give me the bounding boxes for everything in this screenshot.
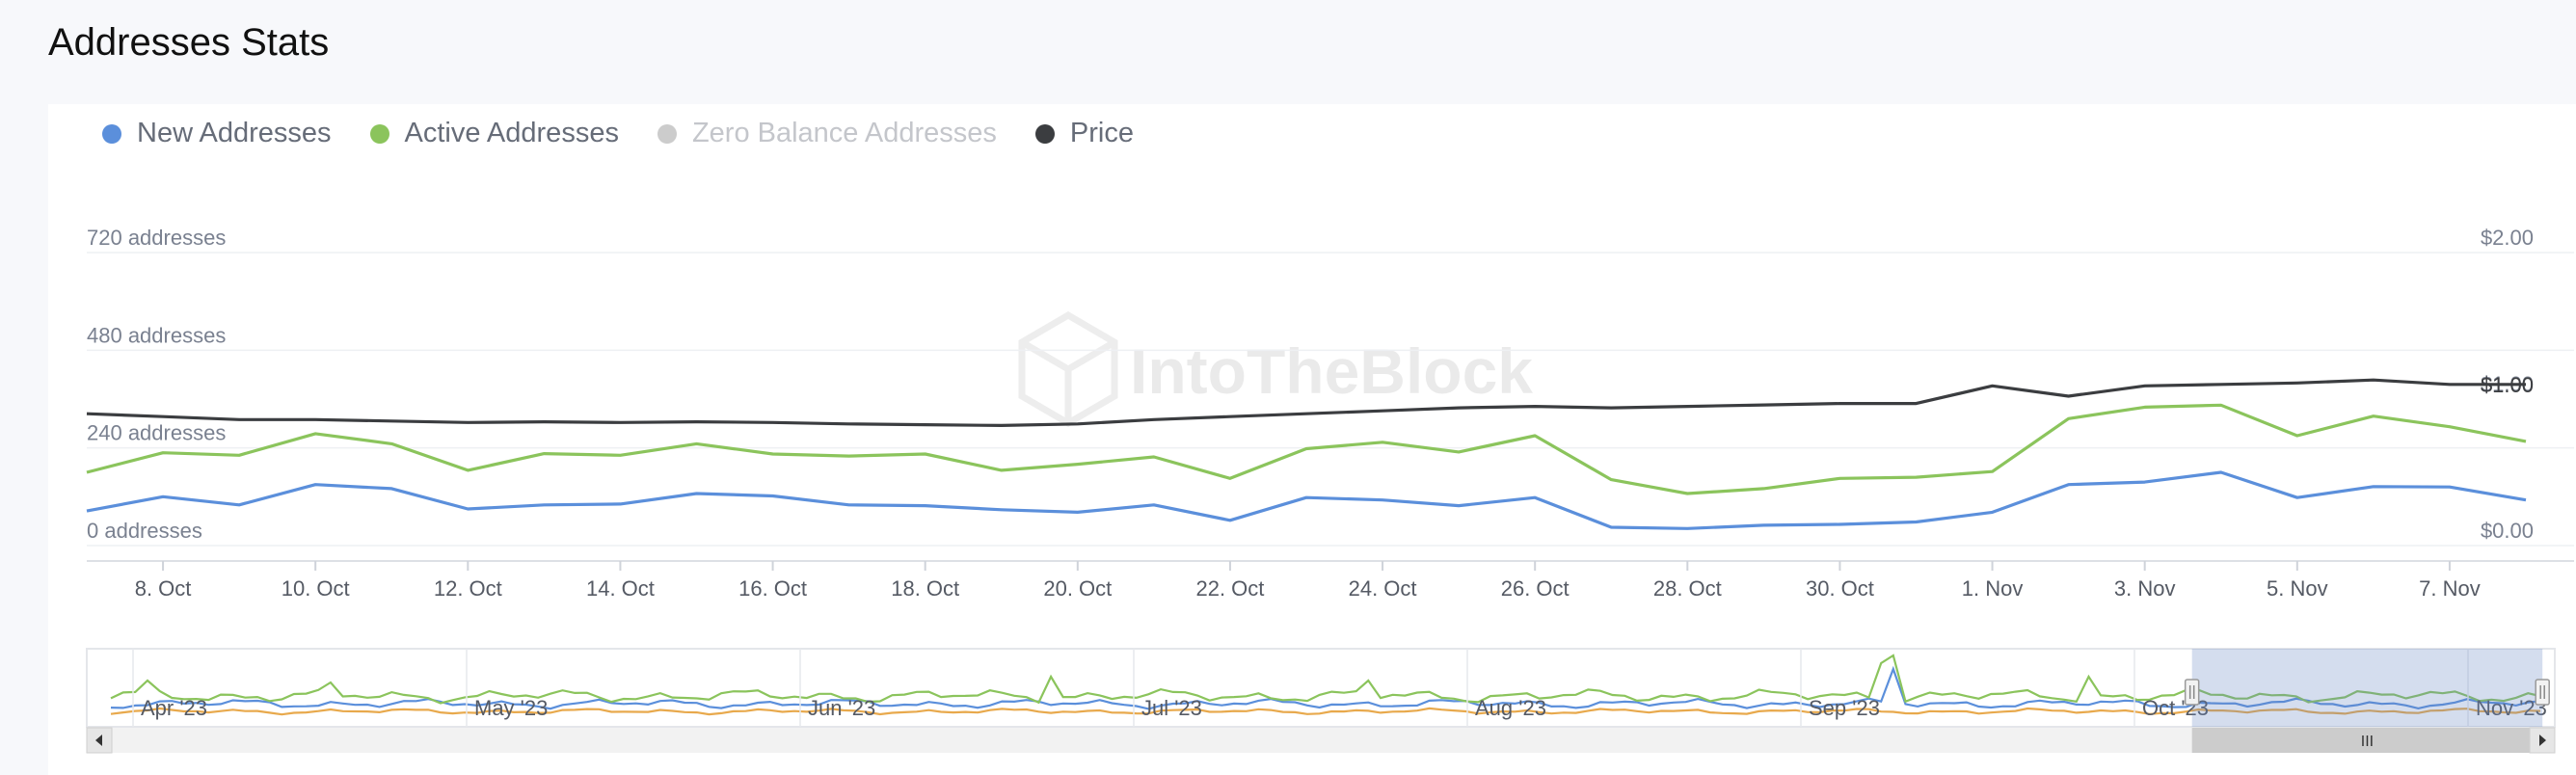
navigator-tick-label: Apr '23: [141, 696, 207, 720]
x-tick-label: 1. Nov: [1962, 576, 2024, 601]
legend-dot-icon: [1034, 123, 1055, 144]
navigator-series-line: [110, 707, 2541, 716]
legend-label: Price: [1069, 118, 1134, 148]
y-right-tick-label: $2.00: [2481, 226, 2534, 250]
legend-label: New Addresses: [137, 118, 332, 148]
legend-label: Zero Balance Addresses: [691, 118, 997, 148]
x-tick-label: 10. Oct: [282, 576, 350, 601]
legend-item-active-addresses[interactable]: Active Addresses: [369, 118, 619, 149]
series-lines: [86, 378, 2527, 530]
x-tick-label: 14. Oct: [586, 576, 655, 601]
left-axis-ticks: 0 addresses 240 addresses 480 addresses 720…: [87, 226, 226, 543]
legend-dot-icon: [657, 123, 677, 144]
x-axis-ticks: 8. Oct 10. Oct 12. Oct 14. Oct 16. Oct 18. Oc…: [135, 561, 2481, 601]
navigator-tick-label: May '23: [474, 696, 548, 720]
y-right-tick-label: $0.00: [2481, 519, 2534, 543]
scroll-left-arrow-icon: [95, 735, 102, 746]
addresses-chart: IntoTheBlock 0 addresses 240 addresses 480…: [86, 226, 2574, 754]
page-title: Addresses Stats: [48, 21, 330, 64]
navigator[interactable]: Apr '23 May '23 Jun '23 Jul '23 Aug '23 Sep '…: [86, 648, 2556, 728]
price-current-marker: $1.00: [2481, 373, 2534, 397]
y-left-tick-label: 720 addresses: [87, 226, 226, 250]
watermark-logo-icon: [1018, 310, 1118, 428]
x-tick-label: 22. Oct: [1195, 576, 1264, 601]
series-line-active-addresses: [86, 403, 2527, 495]
x-tick-label: 12. Oct: [434, 576, 502, 601]
y-left-tick-label: 240 addresses: [87, 421, 226, 445]
scrollbar-track: [87, 728, 2555, 753]
legend-item-zero-balance-addresses[interactable]: Zero Balance Addresses: [657, 118, 997, 149]
y-left-tick-label: 0 addresses: [87, 519, 202, 543]
x-tick-label: 30. Oct: [1806, 576, 1874, 601]
watermark-text: IntoTheBlock: [1130, 335, 1533, 407]
scroll-right-arrow-icon: [2539, 735, 2546, 746]
legend-label: Active Addresses: [404, 118, 619, 148]
navigator-handle-icon: [2535, 679, 2550, 706]
chart-legend: New Addresses Active Addresses Zero Bala…: [102, 118, 1172, 149]
price-current-label: $1.00: [2481, 373, 2534, 397]
navigator-tick-label: Jun '23: [808, 696, 875, 720]
navigator-tick-label: Jul '23: [1141, 696, 1202, 720]
x-tick-label: 7. Nov: [2419, 576, 2481, 601]
legend-dot-icon: [102, 123, 121, 144]
scrollbar-thumb-grip: III: [2361, 734, 2374, 750]
x-tick-label: 5. Nov: [2267, 576, 2328, 601]
x-tick-label: 3. Nov: [2114, 576, 2176, 601]
navigator-series-line: [110, 665, 2541, 710]
series-line-price: [86, 378, 2526, 427]
legend-item-price[interactable]: Price: [1034, 118, 1134, 149]
x-tick-label: 24. Oct: [1349, 576, 1417, 601]
series-line-new-addresses: [86, 470, 2527, 530]
x-tick-label: 28. Oct: [1653, 576, 1722, 601]
chart-card: New Addresses Active Addresses Zero Bala…: [48, 104, 2576, 775]
chart-grid: [87, 252, 2574, 562]
navigator-scrollbar[interactable]: III: [86, 727, 2556, 754]
x-tick-label: 20. Oct: [1043, 576, 1112, 601]
navigator-handle-icon: [2184, 679, 2200, 706]
legend-dot-icon: [369, 123, 389, 144]
x-tick-label: 26. Oct: [1501, 576, 1570, 601]
x-tick-label: 18. Oct: [891, 576, 959, 601]
x-tick-label: 8. Oct: [135, 576, 192, 601]
navigator-selection: [2191, 649, 2543, 727]
legend-item-new-addresses[interactable]: New Addresses: [102, 118, 332, 149]
navigator-series-line: [110, 654, 2541, 705]
x-tick-label: 16. Oct: [738, 576, 807, 601]
navigator-tick-label: Aug '23: [1475, 696, 1546, 720]
scrollbar-thumb: [2191, 728, 2543, 753]
y-left-tick-label: 480 addresses: [87, 323, 226, 347]
navigator-tick-label: Sep '23: [1809, 696, 1880, 720]
